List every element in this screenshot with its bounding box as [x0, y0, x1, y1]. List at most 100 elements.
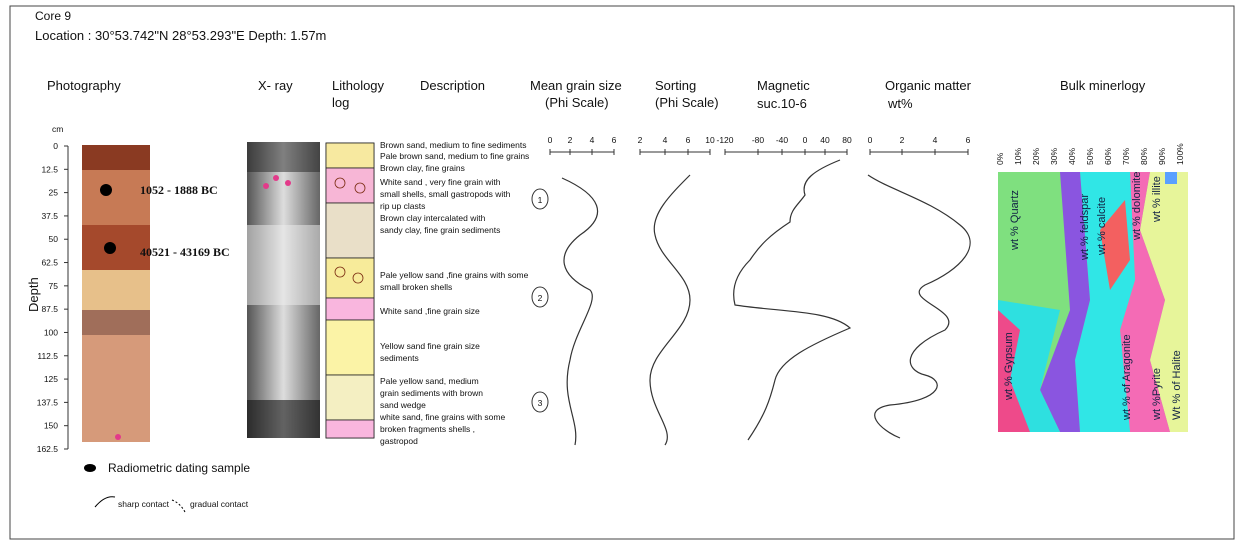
scale-label: 4 [590, 135, 595, 145]
bulk-tick-label: 60% [1103, 148, 1113, 165]
bulk-tick-label: 90% [1157, 148, 1167, 165]
depth-tick-label: 37.5 [41, 211, 58, 221]
description: White sand ,fine grain size [380, 306, 480, 316]
depth-tick-label: 112.5 [37, 351, 58, 361]
description: small broken shells [380, 282, 452, 292]
scale-label: 10 [705, 135, 715, 145]
unit-circle [531, 391, 549, 413]
description: sand wedge [380, 400, 426, 410]
legend-label: gradual contact [190, 499, 249, 509]
bulk-tick-label: 50% [1085, 148, 1095, 165]
scale-label: 6 [966, 135, 971, 145]
bulk-tick-label: 30% [1049, 148, 1059, 165]
col-header: Organic matter [885, 78, 972, 93]
scale-label: 80 [842, 135, 852, 145]
depth-tick-label: 62.5 [41, 258, 58, 268]
description: Pale yellow sand, medium [380, 376, 479, 386]
description: gastropod [380, 436, 418, 446]
col-header: X- ray [258, 78, 293, 93]
depth-label: Depth [26, 277, 41, 312]
bulk-tick-label: 80% [1139, 148, 1149, 165]
mineral-label: wt % illite [1151, 176, 1163, 223]
frame [9, 5, 1235, 540]
description: Brown clay intercalated with [380, 213, 486, 223]
curves [561, 159, 971, 446]
scale-label: 4 [933, 135, 938, 145]
scale-label: 0 [548, 135, 553, 145]
core-title: Core 9 [35, 9, 71, 23]
col-header: wt% [887, 96, 913, 111]
col-header: (Phi Scale) [545, 95, 609, 110]
lithology-log [325, 142, 375, 439]
mineral-label: wt % calcite [1096, 197, 1108, 256]
xray-image [247, 142, 320, 438]
description: sediments [380, 353, 419, 363]
legend-label: Radiometric dating sample [108, 461, 250, 475]
description: sandy clay, fine grain sediments [380, 225, 500, 235]
legend-marker [84, 464, 96, 472]
mineral-label: wt % Gypsum [1003, 332, 1015, 401]
description: Brown clay, fine grains [380, 163, 465, 173]
depth-tick-label: 50 [49, 234, 59, 244]
description: broken fragments shells , [380, 424, 475, 434]
mineral-label: Wt % of Halite [1171, 350, 1183, 420]
depth-tick-label: 137.5 [37, 397, 59, 407]
col-header: Lithology [332, 78, 385, 93]
location: Location : 30°53.742"N 28°53.293"E Depth… [35, 28, 326, 43]
description: Pale brown sand, medium to fine grains [380, 151, 529, 161]
mineral-label: wt % of Aragonite [1121, 334, 1133, 421]
bulk-tick-label: 0% [995, 152, 1005, 165]
col-header: log [332, 95, 349, 110]
scale-label: 6 [686, 135, 691, 145]
mineral-label: wt %Pyrite [1151, 368, 1163, 421]
mineral-label: wt % feldspar [1079, 194, 1091, 261]
col-header: Description [420, 78, 485, 93]
bulk-tick-label: 20% [1031, 148, 1041, 165]
unit-label: 3 [538, 398, 543, 408]
scale-label: 0 [868, 135, 873, 145]
date-label: 1052 - 1888 BC [140, 183, 218, 197]
depth-tick-label: 125 [44, 374, 58, 384]
depth-tick-label: 75 [49, 281, 59, 291]
description: grain sediments with brown [380, 388, 483, 398]
description: Brown sand, medium to fine sediments [380, 140, 526, 150]
core-photo [82, 145, 150, 442]
depth-tick-label: 87.5 [41, 304, 58, 314]
legend-label: sharp contact [118, 499, 170, 509]
scale-label: 40 [820, 135, 830, 145]
depth-tick-label: 100 [44, 327, 58, 337]
depth-tick-label: 25 [49, 188, 59, 198]
scale-label: -120 [716, 135, 733, 145]
mineral-label: wt % dolomite [1131, 172, 1143, 241]
unit-circle [531, 286, 549, 308]
description: white sand, fine grains with some [379, 412, 505, 422]
depth-unit: cm [52, 124, 63, 134]
bulk-tick-label: 40% [1067, 148, 1077, 165]
bulk-mineralogy [998, 172, 1188, 432]
col-header: (Phi Scale) [655, 95, 719, 110]
mineral-label: wt % Quartz [1009, 190, 1021, 251]
col-header: Magnetic [757, 78, 810, 93]
depth-tick-label: 150 [44, 421, 58, 431]
scale-label: -80 [752, 135, 765, 145]
description: Pale yellow sand ,fine grains with some [380, 270, 529, 280]
description: White sand , very fine grain with [380, 177, 501, 187]
scale-label: 2 [638, 135, 643, 145]
depth-tick-label: 0 [53, 141, 58, 151]
scale-label: -40 [776, 135, 789, 145]
depth-tick-label: 162.5 [37, 444, 59, 454]
scale-label: 0 [803, 135, 808, 145]
unit-circle [531, 188, 549, 210]
scale-label: 2 [900, 135, 905, 145]
legend-line [94, 496, 116, 508]
col-header: Photography [47, 78, 121, 93]
date-label: 40521 - 43169 BC [140, 245, 230, 259]
legend-line [171, 499, 186, 513]
col-header: Sorting [655, 78, 696, 93]
bulk-tick-label: 100% [1175, 143, 1185, 165]
col-header: suc.10-6 [757, 96, 807, 111]
col-header: Bulk minerlogy [1060, 78, 1146, 93]
unit-label: 1 [538, 195, 543, 205]
scale-label: 4 [663, 135, 668, 145]
